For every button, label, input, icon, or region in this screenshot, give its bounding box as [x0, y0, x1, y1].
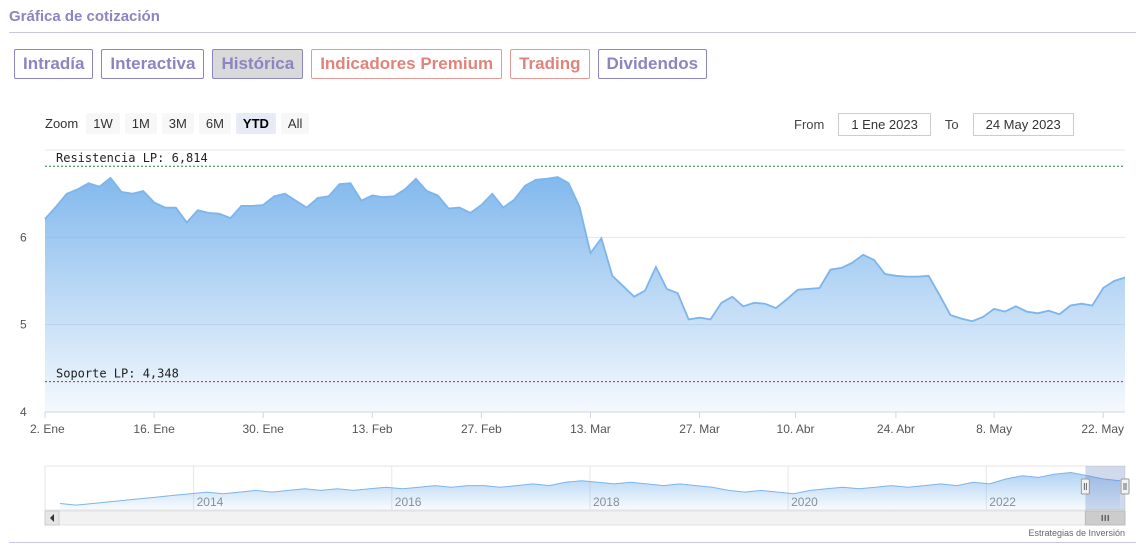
zoom-label: Zoom — [45, 116, 79, 131]
date-range: From 1 Ene 2023 To 24 May 2023 — [794, 113, 1074, 136]
support-label: Soporte LP: 4,348 — [56, 367, 179, 381]
from-date-input[interactable]: 1 Ene 2023 — [838, 113, 931, 136]
navigator-window[interactable] — [1085, 466, 1125, 510]
tab-interactiva[interactable]: Interactiva — [101, 49, 205, 79]
zoom-selector: Zoom 1W 1M 3M 6M YTD All — [45, 113, 310, 134]
section-title: Gráfica de cotización — [9, 8, 160, 25]
x-tick-label: 22. May — [1081, 422, 1124, 436]
y-tick-label: 4 — [20, 405, 27, 419]
x-tick-label: 13. Feb — [352, 422, 393, 436]
tab-historica[interactable]: Histórica — [212, 49, 304, 79]
navigator-line — [59, 471, 1121, 506]
navigator-handle-left[interactable] — [1080, 478, 1090, 495]
x-tick-label: 27. Mar — [679, 422, 720, 436]
from-label: From — [794, 117, 825, 132]
zoom-button-1w[interactable]: 1W — [86, 113, 120, 134]
x-tick-label: 24. Abr — [877, 422, 915, 436]
x-tick-label: 27. Feb — [461, 422, 502, 436]
tab-indicadores-premium[interactable]: Indicadores Premium — [311, 49, 503, 79]
series-line — [44, 176, 1126, 323]
x-tick-label: 16. Ene — [133, 422, 175, 436]
zoom-button-all[interactable]: All — [280, 113, 310, 134]
tab-intradia[interactable]: Intradía — [14, 49, 94, 79]
zoom-button-3m[interactable]: 3M — [161, 113, 194, 134]
y-tick-label: 5 — [20, 318, 27, 332]
to-date-input[interactable]: 24 May 2023 — [972, 113, 1074, 136]
y-tick-label: 6 — [20, 230, 27, 244]
y-axis: 4 5 6 — [20, 230, 27, 419]
chart-tabs: Intradía Interactiva Histórica Indicador… — [14, 49, 708, 79]
navigator-handle-right[interactable] — [1120, 478, 1130, 495]
chevron-left-icon — [50, 514, 54, 522]
x-tick-label: 13. Mar — [570, 422, 611, 436]
zoom-button-ytd[interactable]: YTD — [235, 113, 276, 134]
zoom-button-6m[interactable]: 6M — [198, 113, 231, 134]
x-tick-label: 2. Ene — [30, 422, 65, 436]
reference-lines: Resistencia LP: 6,814 Soporte LP: 4,348 — [45, 151, 1125, 383]
x-tick-label: 10. Abr — [777, 422, 815, 436]
x-axis: 2. Ene 16. Ene 30. Ene 13. Feb 27. Feb 13. Ma… — [30, 411, 1125, 436]
navigator: 20142016201820202022 — [44, 465, 1130, 526]
bottom-divider — [9, 542, 1136, 543]
zoom-button-1m[interactable]: 1M — [124, 113, 157, 134]
scrollbar-track[interactable] — [44, 510, 1126, 526]
title-divider — [9, 32, 1136, 33]
to-label: To — [944, 117, 959, 132]
chart-credit: Estrategias de Inversión — [1028, 528, 1125, 538]
navigator-area — [60, 472, 1120, 510]
tab-dividendos[interactable]: Dividendos — [597, 49, 708, 79]
tab-trading[interactable]: Trading — [510, 49, 590, 79]
x-tick-label: 30. Ene — [242, 422, 284, 436]
x-tick-label: 8. May — [976, 422, 1012, 436]
series-area — [45, 177, 1125, 412]
resistance-label: Resistencia LP: 6,814 — [56, 151, 208, 165]
